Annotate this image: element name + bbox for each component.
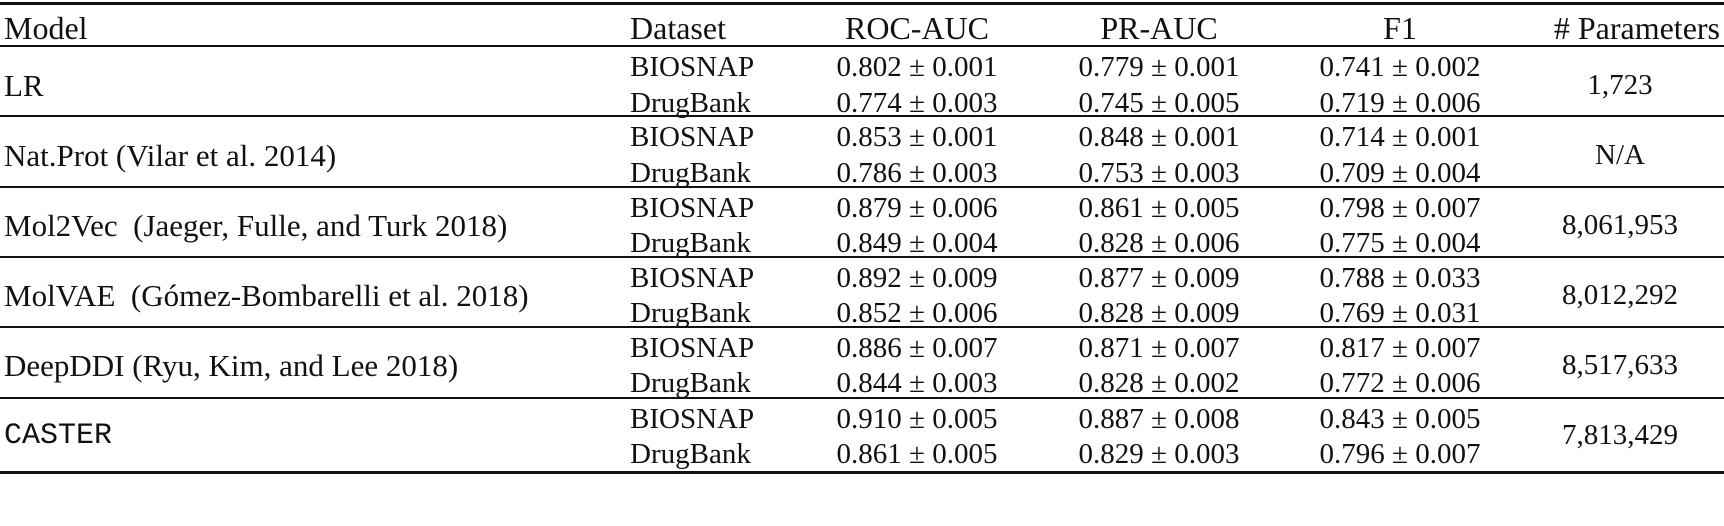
roc-auc-value: 0.786 ± 0.003 [836, 157, 998, 189]
pr-auc-value: 0.861 ± 0.005 [1078, 192, 1240, 224]
params-value: 1,723 [1587, 69, 1653, 101]
header-dataset: Dataset [630, 10, 726, 46]
roc-auc-value: 0.844 ± 0.003 [836, 367, 998, 399]
model-name: CASTER [4, 419, 113, 453]
params-value: 7,813,429 [1562, 419, 1678, 451]
row-divider [0, 397, 1724, 399]
dataset-biosnap: BIOSNAP [630, 332, 755, 364]
model-name: DeepDDI (Ryu, Kim, and Lee 2018) [4, 348, 459, 383]
dataset-drugbank: DrugBank [630, 87, 751, 119]
roc-auc-value: 0.892 ± 0.009 [836, 262, 998, 294]
roc-auc-value: 0.849 ± 0.004 [836, 227, 998, 259]
roc-auc-value: 0.910 ± 0.005 [836, 403, 998, 435]
f1-value: 0.796 ± 0.007 [1319, 438, 1481, 470]
pr-auc-value: 0.828 ± 0.002 [1078, 367, 1240, 399]
model-name: Nat.Prot (Vilar et al. 2014) [4, 138, 337, 173]
dataset-drugbank: DrugBank [630, 157, 751, 189]
pr-auc-value: 0.828 ± 0.009 [1078, 297, 1240, 329]
dataset-drugbank: DrugBank [630, 297, 751, 329]
bottom-rule [0, 471, 1724, 474]
model-name: Mol2Vec (Jaeger, Fulle, and Turk 2018) [4, 208, 508, 243]
f1-value: 0.772 ± 0.006 [1319, 367, 1481, 399]
params-value: 8,517,633 [1562, 349, 1678, 381]
dataset-biosnap: BIOSNAP [630, 121, 755, 153]
roc-auc-value: 0.861 ± 0.005 [836, 438, 998, 470]
model-name: LR [4, 68, 44, 103]
params-value: 8,061,953 [1562, 209, 1678, 241]
pr-auc-value: 0.887 ± 0.008 [1078, 403, 1240, 435]
header-model: Model [4, 10, 88, 46]
dataset-drugbank: DrugBank [630, 367, 751, 399]
f1-value: 0.798 ± 0.007 [1319, 192, 1481, 224]
model-name: MolVAE (Gómez-Bombarelli et al. 2018) [4, 278, 529, 313]
dataset-biosnap: BIOSNAP [630, 192, 755, 224]
f1-value: 0.817 ± 0.007 [1319, 332, 1481, 364]
f1-value: 0.719 ± 0.006 [1319, 87, 1481, 119]
f1-value: 0.741 ± 0.002 [1319, 51, 1481, 83]
pr-auc-value: 0.745 ± 0.005 [1078, 87, 1240, 119]
dataset-biosnap: BIOSNAP [630, 262, 755, 294]
top-rule [0, 2, 1724, 5]
header-f1: F1 [1383, 10, 1417, 46]
pr-auc-value: 0.848 ± 0.001 [1078, 121, 1240, 153]
pr-auc-value: 0.753 ± 0.003 [1078, 157, 1240, 189]
params-value: N/A [1595, 139, 1645, 171]
params-value: 8,012,292 [1562, 279, 1678, 311]
roc-auc-value: 0.802 ± 0.001 [836, 51, 998, 83]
dataset-biosnap: BIOSNAP [630, 403, 755, 435]
pr-auc-value: 0.779 ± 0.001 [1078, 51, 1240, 83]
f1-value: 0.709 ± 0.004 [1319, 157, 1481, 189]
row-divider [0, 186, 1724, 188]
roc-auc-value: 0.852 ± 0.006 [836, 297, 998, 329]
pr-auc-value: 0.871 ± 0.007 [1078, 332, 1240, 364]
header-rule [0, 45, 1724, 47]
dataset-drugbank: DrugBank [630, 227, 751, 259]
f1-value: 0.843 ± 0.005 [1319, 403, 1481, 435]
roc-auc-value: 0.853 ± 0.001 [836, 121, 998, 153]
roc-auc-value: 0.774 ± 0.003 [836, 87, 998, 119]
pr-auc-value: 0.829 ± 0.003 [1078, 438, 1240, 470]
pr-auc-value: 0.828 ± 0.006 [1078, 227, 1240, 259]
f1-value: 0.714 ± 0.001 [1319, 121, 1481, 153]
f1-value: 0.775 ± 0.004 [1319, 227, 1481, 259]
row-divider [0, 115, 1724, 117]
roc-auc-value: 0.879 ± 0.006 [836, 192, 998, 224]
roc-auc-value: 0.886 ± 0.007 [836, 332, 998, 364]
row-divider [0, 326, 1724, 328]
header-roc-auc: ROC-AUC [844, 10, 990, 46]
f1-value: 0.769 ± 0.031 [1319, 297, 1481, 329]
dataset-drugbank: DrugBank [630, 438, 751, 470]
pr-auc-value: 0.877 ± 0.009 [1078, 262, 1240, 294]
row-divider [0, 256, 1724, 258]
dataset-biosnap: BIOSNAP [630, 51, 755, 83]
f1-value: 0.788 ± 0.033 [1319, 262, 1481, 294]
header-pr-auc: PR-AUC [1100, 10, 1218, 46]
header-params: # Parameters [1553, 10, 1720, 46]
